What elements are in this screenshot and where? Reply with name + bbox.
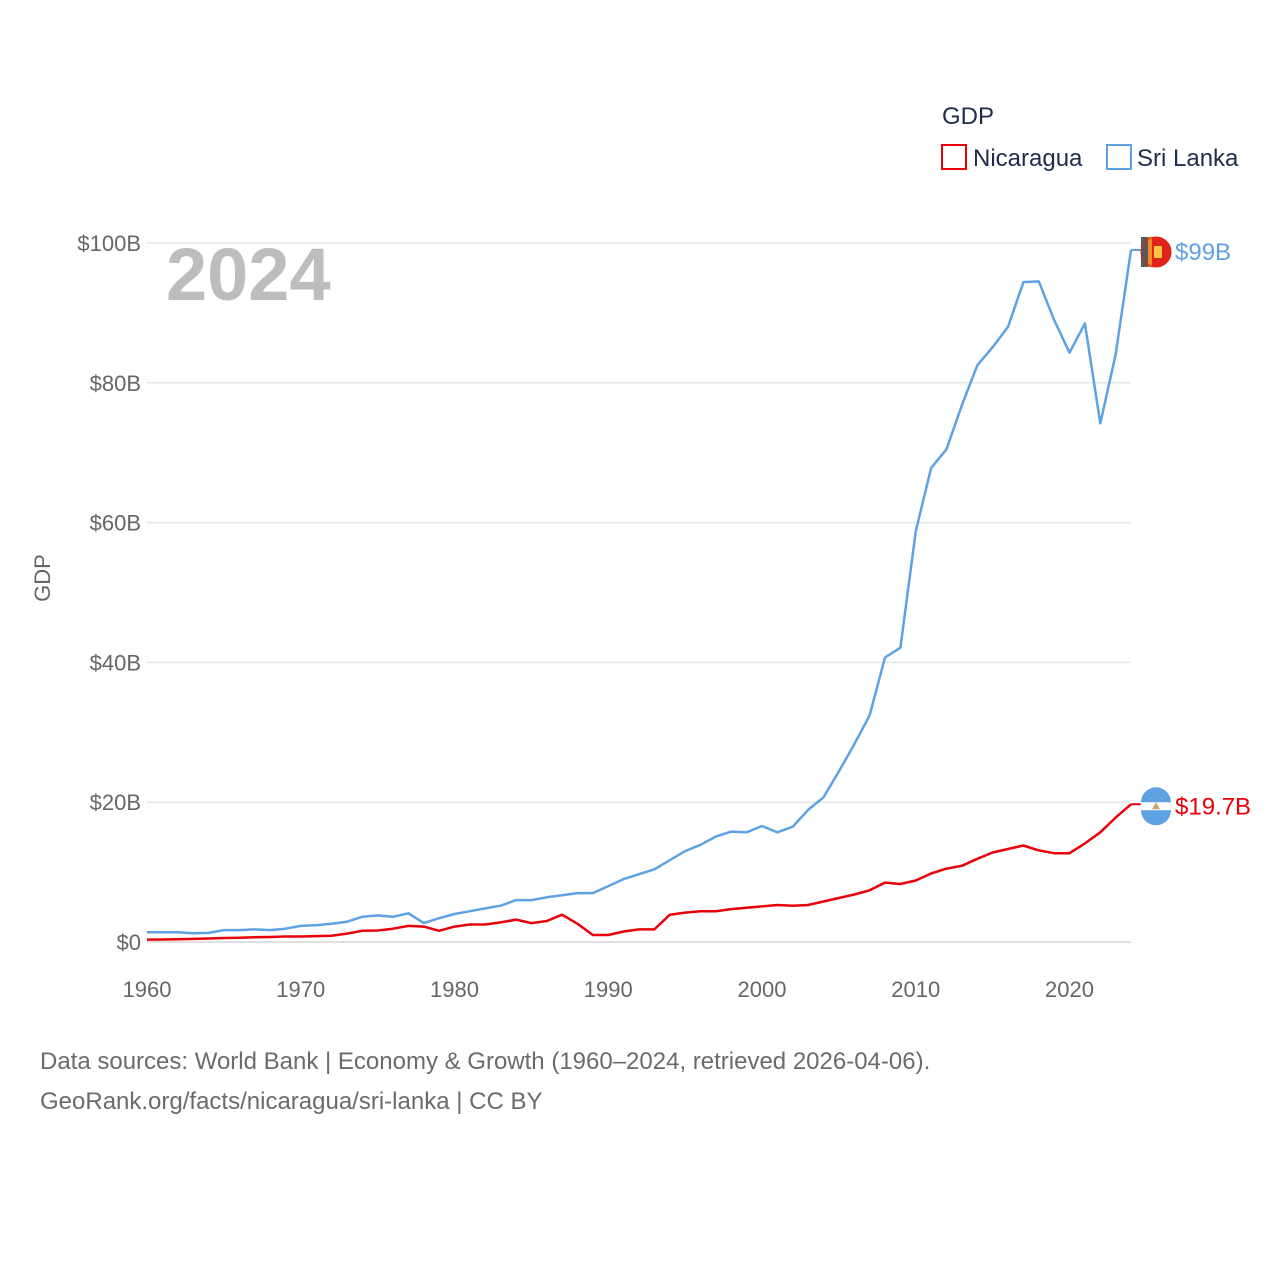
legend-item-sri-lanka[interactable]: Sri Lanka (1106, 144, 1239, 172)
grid-lines (147, 242, 1131, 943)
y-tick-label: $20B (90, 790, 141, 815)
y-axis-label: GDP (30, 554, 55, 602)
legend-swatch-nicaragua (941, 144, 967, 170)
y-axis-ticks: $0 $20B $40B $60B $80B $100B (77, 231, 141, 955)
legend-label-sri-lanka: Sri Lanka (1137, 145, 1239, 172)
legend-label-nicaragua: Nicaragua (973, 145, 1083, 172)
x-tick-label: 2020 (1045, 977, 1094, 1002)
x-tick-label: 1980 (430, 977, 479, 1002)
flag-sri-lanka-icon (1140, 236, 1172, 268)
year-label: 2024 (166, 233, 331, 316)
end-value-label-nicaragua: $19.7B (1175, 793, 1251, 820)
series-line-nicaragua[interactable] (146, 803, 1132, 941)
x-tick-label: 2000 (738, 977, 787, 1002)
legend-title: GDP (942, 103, 994, 130)
series-lines (146, 249, 1133, 941)
flag-nicaragua-icon (1140, 787, 1172, 826)
legend: GDP Nicaragua Sri Lanka (941, 103, 1239, 172)
y-tick-label: $40B (90, 650, 141, 675)
legend-item-nicaragua[interactable]: Nicaragua (941, 144, 1083, 172)
end-value-label-sri-lanka: $99B (1175, 239, 1231, 266)
x-tick-label: 1970 (276, 977, 325, 1002)
series-endpoints: $19.7B $99B (1131, 236, 1251, 826)
y-tick-label: $80B (90, 371, 141, 396)
x-tick-label: 1990 (584, 977, 633, 1002)
y-tick-label: $0 (117, 930, 141, 955)
source-url: GeoRank.org/facts/nicaragua/sri-lanka | … (40, 1088, 543, 1115)
data-source-note: Data sources: World Bank | Economy & Gro… (40, 1048, 931, 1075)
x-tick-label: 2010 (891, 977, 940, 1002)
x-tick-label: 1960 (123, 977, 172, 1002)
y-tick-label: $100B (77, 231, 141, 256)
y-tick-label: $60B (90, 511, 141, 536)
legend-swatch-sri-lanka (1106, 144, 1132, 170)
footer: Data sources: World Bank | Economy & Gro… (40, 1042, 930, 1122)
x-axis-ticks: 1960 1970 1980 1990 2000 2010 2020 (123, 977, 1094, 1002)
series-line-sri-lanka[interactable] (147, 249, 1133, 935)
